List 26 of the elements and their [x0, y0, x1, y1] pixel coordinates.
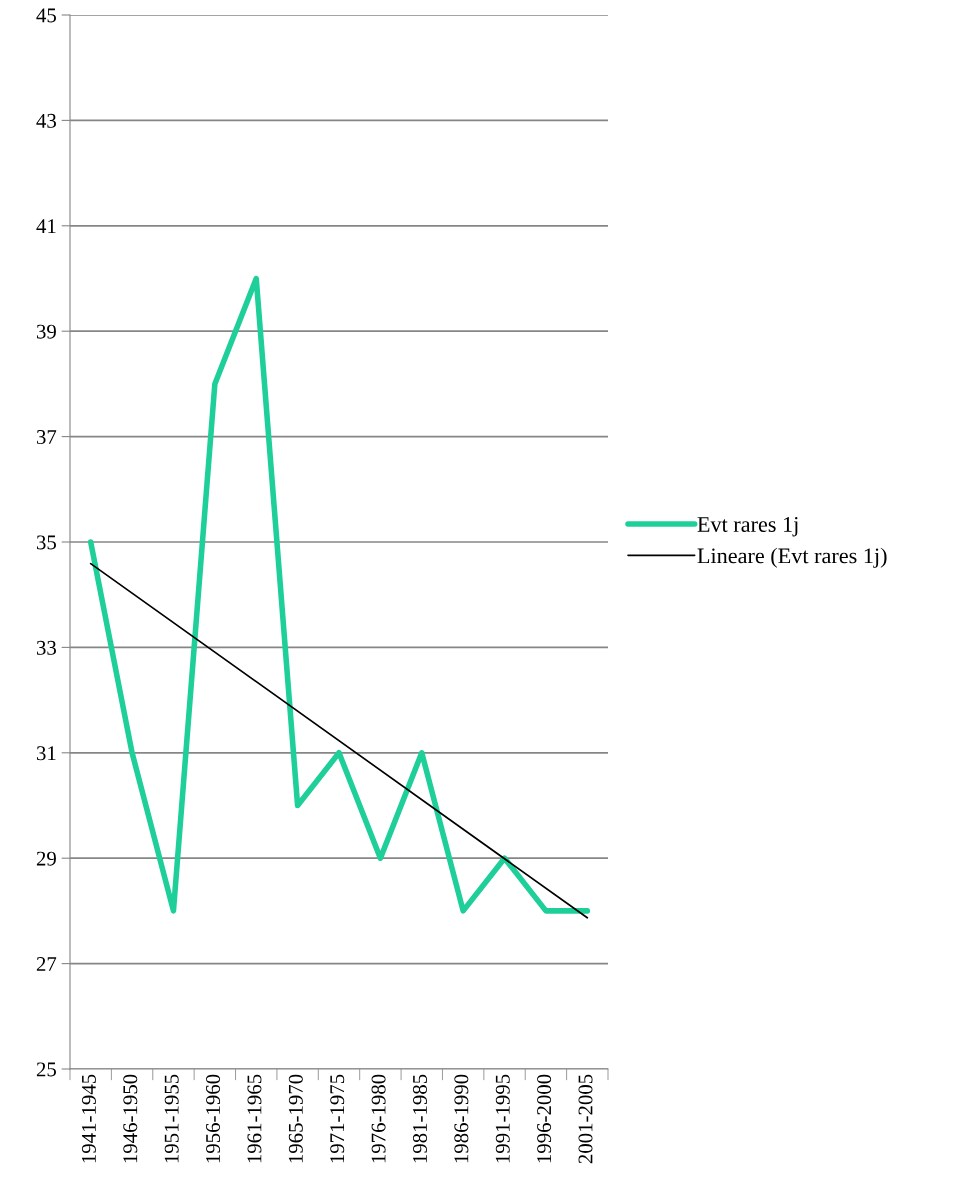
legend-label: Evt rares 1j	[697, 517, 798, 537]
x-tick-label: 1971-1975	[330, 1074, 345, 1163]
x-tick-label: 1946-1950	[123, 1074, 138, 1163]
x-tick-label: 1976-1980	[371, 1074, 386, 1163]
x-tick-label: 1941-1945	[81, 1074, 96, 1163]
x-tick-label: 1996-2000	[537, 1074, 552, 1163]
y-tick-label: 27	[36, 957, 57, 971]
y-tick-label: 35	[36, 535, 56, 550]
x-tick-label: 1951-1955	[164, 1074, 179, 1163]
x-tick-label: 1956-1960	[206, 1074, 221, 1163]
y-tick-label: 41	[36, 219, 56, 234]
y-tick-label: 25	[36, 1062, 56, 1077]
y-tick-label: 43	[36, 113, 56, 128]
y-tick-label: 39	[36, 324, 56, 339]
y-tick-label: 37	[36, 430, 57, 445]
x-tick-label: 1961-1965	[247, 1074, 262, 1163]
y-tick-label: 33	[36, 640, 56, 655]
x-tick-label: 1981-1985	[412, 1074, 427, 1163]
legend-label: Lineare (Evt rares 1j)	[697, 547, 887, 568]
x-tick-label: 1986-1990	[454, 1074, 469, 1163]
x-tick-label: 1991-1995	[495, 1074, 510, 1163]
y-tick-label: 29	[36, 851, 56, 866]
x-tick-label: 1965-1970	[288, 1074, 303, 1163]
y-tick-label: 45	[36, 8, 56, 23]
x-tick-label: 2001-2005	[578, 1074, 593, 1164]
y-tick-label: 31	[36, 746, 56, 761]
